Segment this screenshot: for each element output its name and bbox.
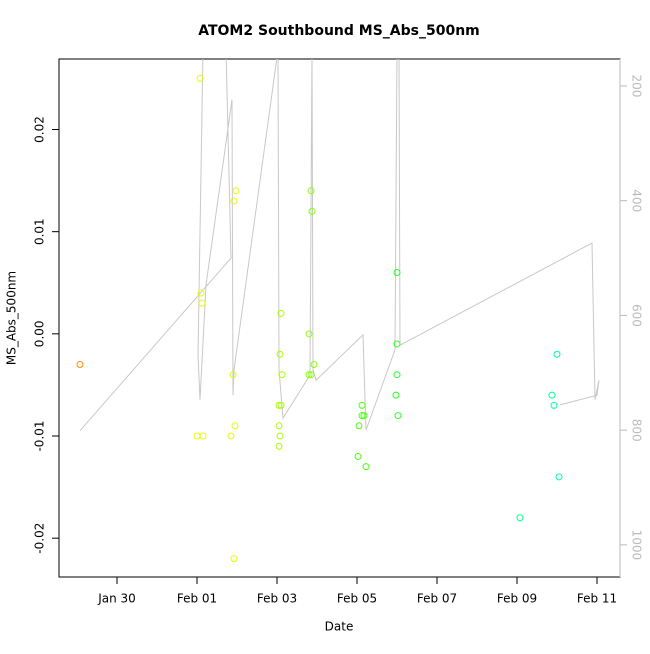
chart-title: ATOM2 Southbound MS_Abs_500nm: [198, 23, 480, 39]
data-point: [305, 371, 313, 379]
data-point: [276, 432, 284, 440]
data-point: [516, 514, 524, 522]
data-point: [275, 442, 283, 450]
x-axis-title: Date: [325, 620, 354, 634]
data-point: [308, 207, 316, 215]
y2-tick-label: 800: [630, 419, 644, 442]
y-tick-label: 0.00: [33, 320, 47, 347]
y2-tick-label: 200: [630, 75, 644, 98]
plot-area: [76, 59, 600, 563]
data-point: [276, 350, 284, 358]
data-point: [393, 371, 401, 379]
data-point: [227, 432, 235, 440]
x-tick-label: Feb 01: [177, 592, 217, 606]
data-point: [197, 289, 205, 297]
data-point: [231, 422, 239, 430]
x-tick-label: Jan 30: [97, 592, 136, 606]
data-point: [307, 187, 315, 195]
data-point: [310, 360, 318, 368]
depth-line: [79, 59, 600, 432]
data-point: [392, 391, 400, 399]
data-point: [230, 197, 238, 205]
y-tick-label: 0.01: [33, 218, 47, 245]
data-point: [354, 452, 362, 460]
data-point: [193, 432, 201, 440]
x-tick-label: Feb 05: [337, 592, 377, 606]
data-point: [277, 309, 285, 317]
plot-frame: [58, 58, 621, 578]
data-point: [550, 401, 558, 409]
data-point: [275, 401, 283, 409]
data-point: [393, 340, 401, 348]
data-point: [548, 391, 556, 399]
y2-tick-label: 400: [630, 189, 644, 212]
data-point: [393, 269, 401, 277]
y-tick-label: -0.02: [33, 523, 47, 554]
x-tick-label: Feb 07: [417, 592, 457, 606]
data-point: [275, 422, 283, 430]
x-tick-label: Feb 03: [257, 592, 297, 606]
data-point: [199, 432, 207, 440]
data-point: [355, 422, 363, 430]
y-axis-title: MS_Abs_500nm: [5, 271, 19, 365]
data-point: [394, 412, 402, 420]
data-point: [230, 555, 238, 563]
data-point: [229, 371, 237, 379]
data-point: [196, 74, 204, 82]
data-point: [553, 350, 561, 358]
y2-tick-label: 600: [630, 304, 644, 327]
x-tick-label: Feb 09: [497, 592, 537, 606]
data-point: [360, 412, 368, 420]
data-point: [555, 473, 563, 481]
data-point: [198, 299, 206, 307]
data-point: [305, 330, 313, 338]
y-tick-label: 0.02: [33, 116, 47, 143]
data-point: [277, 401, 285, 409]
data-point: [362, 463, 370, 471]
data-point: [232, 187, 240, 195]
data-point: [76, 360, 84, 368]
data-point: [278, 371, 286, 379]
data-point: [358, 412, 366, 420]
data-point: [307, 371, 315, 379]
y2-tick-label: 1000: [630, 530, 644, 561]
x-tick-label: Feb 11: [577, 592, 617, 606]
y-tick-label: -0.01: [33, 420, 47, 451]
data-point: [358, 401, 366, 409]
